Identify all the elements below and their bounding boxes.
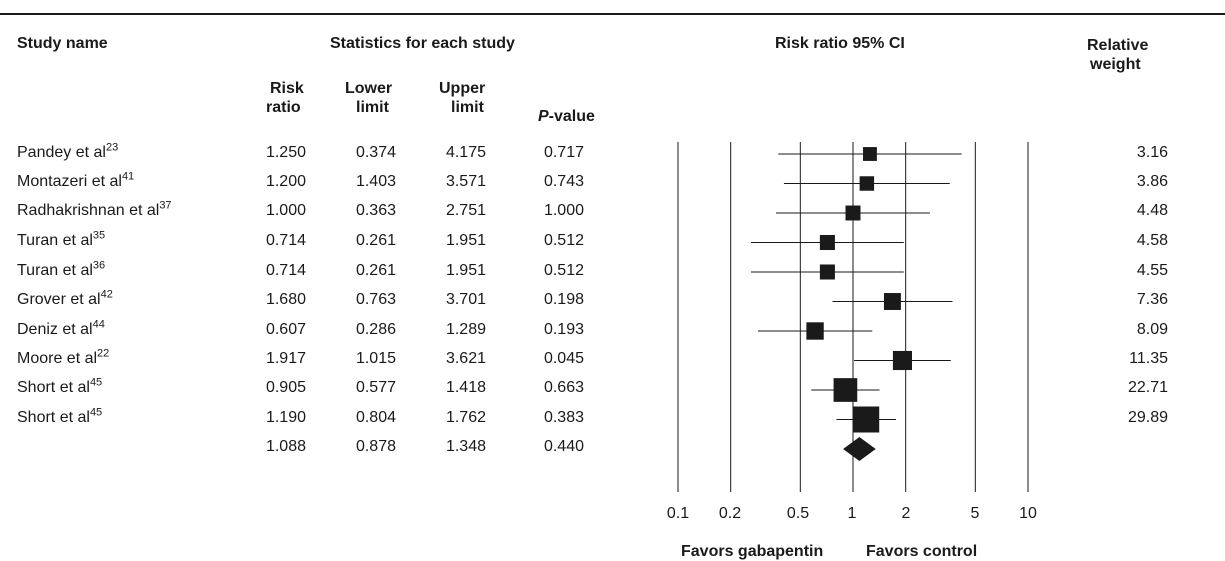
pooled-diamond [843, 437, 876, 461]
x-tick-label: 2 [901, 505, 911, 522]
x-tick-label: 0.1 [666, 505, 690, 522]
lower-limit-cell: 0.763 [355, 291, 396, 308]
lower-limit-cell: 0.804 [355, 409, 396, 426]
effect-square [883, 293, 901, 310]
upper-limit-cell: 1.418 [445, 379, 486, 396]
lower-limit-cell: 0.286 [355, 321, 396, 338]
study-name: Montazeri et al41 [17, 170, 135, 190]
p-value-cell: 0.193 [543, 321, 584, 338]
header-upper-2: limit [451, 99, 484, 116]
weight-cell: 3.86 [1136, 173, 1168, 190]
risk-ratio-cell: 1.250 [265, 144, 306, 161]
effect-square [863, 147, 877, 161]
study-name: Short et al45 [17, 406, 103, 426]
study-name: Turan et al35 [17, 229, 106, 249]
header-risk-ratio-1: Risk [270, 80, 304, 97]
weight-cell: 11.35 [1129, 350, 1168, 367]
study-name: Deniz et al44 [17, 318, 105, 338]
upper-limit-cell: 1.289 [445, 321, 486, 338]
lower-limit-cell: 0.577 [355, 379, 396, 396]
x-tick-label: 0.5 [786, 505, 810, 522]
effect-square [845, 205, 861, 221]
p-value-cell: 0.045 [543, 350, 584, 367]
upper-limit-cell: 1.951 [445, 262, 486, 279]
lower-limit-cell: 0.363 [355, 202, 396, 219]
effect-square [806, 322, 824, 340]
lower-limit-cell: 0.261 [355, 232, 396, 249]
upper-limit-cell: 3.701 [445, 291, 486, 308]
study-name: Pandey et al23 [17, 141, 119, 161]
p-value-cell: 0.663 [543, 379, 584, 396]
lower-limit-cell: 1.015 [355, 350, 396, 367]
weight-cell: 3.16 [1136, 144, 1168, 161]
upper-limit-cell: 2.751 [445, 202, 486, 219]
risk-ratio-cell: 0.905 [265, 379, 306, 396]
p-value-cell: 0.512 [543, 262, 584, 279]
upper-limit-cell: 3.621 [445, 350, 486, 367]
pooled-lower-limit: 0.878 [355, 438, 396, 455]
x-tick-label: 10 [1019, 505, 1037, 522]
p-value-cell: 0.743 [543, 173, 584, 190]
risk-ratio-cell: 0.607 [265, 321, 306, 338]
risk-ratio-cell: 0.714 [265, 262, 306, 279]
weight-cell: 4.58 [1136, 232, 1168, 249]
p-value-cell: 0.198 [543, 291, 584, 308]
p-value-cell: 0.383 [543, 409, 584, 426]
x-label-favors-gabapentin: Favors gabapentin [681, 543, 824, 560]
header-risk-ratio-2: ratio [266, 99, 301, 116]
header-stats-group: Statistics for each study [330, 35, 515, 52]
effect-square [819, 264, 835, 280]
pooled-risk-ratio: 1.088 [265, 438, 306, 455]
study-name: Radhakrishnan et al37 [17, 199, 172, 219]
risk-ratio-cell: 1.190 [265, 409, 306, 426]
x-tick-label: 1 [847, 505, 857, 522]
header-relative-weight-1: Relative [1087, 37, 1149, 54]
weight-cell: 8.09 [1136, 321, 1168, 338]
pooled-p-value: 0.440 [543, 438, 584, 455]
header-relative-weight-2: weight [1090, 56, 1141, 73]
top-rule [0, 13, 1225, 15]
effect-square [819, 234, 835, 251]
weight-cell: 29.89 [1127, 409, 1168, 426]
p-value-cell: 0.512 [543, 232, 584, 249]
upper-limit-cell: 3.571 [445, 173, 486, 190]
study-name: Turan et al36 [17, 259, 106, 279]
header-lower-1: Lower [345, 80, 393, 97]
pooled-upper-limit: 1.348 [445, 438, 486, 455]
effect-square [853, 406, 880, 433]
x-tick-label: 0.2 [718, 505, 742, 522]
effect-square [859, 176, 875, 191]
risk-ratio-cell: 1.680 [265, 291, 306, 308]
x-tick-label: 5 [970, 505, 980, 522]
risk-ratio-cell: 1.000 [265, 202, 306, 219]
risk-ratio-cell: 1.200 [265, 173, 306, 190]
effect-square [892, 350, 913, 371]
lower-limit-cell: 0.374 [355, 144, 396, 161]
effect-square [833, 378, 858, 402]
upper-limit-cell: 1.951 [445, 232, 486, 249]
header-p-value: P-value [538, 108, 595, 125]
p-value-cell: 0.717 [543, 144, 584, 161]
lower-limit-cell: 1.403 [355, 173, 396, 190]
p-value-cell: 1.000 [543, 202, 584, 219]
header-lower-2: limit [356, 99, 389, 116]
upper-limit-cell: 1.762 [445, 409, 486, 426]
weight-cell: 4.55 [1136, 262, 1168, 279]
header-upper-1: Upper [439, 80, 486, 97]
weight-cell: 22.71 [1127, 379, 1168, 396]
study-name: Moore et al22 [17, 347, 110, 367]
study-name: Grover et al42 [17, 288, 113, 308]
risk-ratio-cell: 1.917 [265, 350, 306, 367]
header-ci-group: Risk ratio 95% CI [775, 35, 905, 52]
study-name: Short et al45 [17, 376, 103, 396]
upper-limit-cell: 4.175 [445, 144, 486, 161]
lower-limit-cell: 0.261 [355, 262, 396, 279]
risk-ratio-cell: 0.714 [265, 232, 306, 249]
weight-cell: 7.36 [1136, 291, 1168, 308]
header-study-name: Study name [17, 35, 108, 52]
weight-cell: 4.48 [1136, 202, 1168, 219]
x-label-favors-control: Favors control [866, 543, 978, 560]
